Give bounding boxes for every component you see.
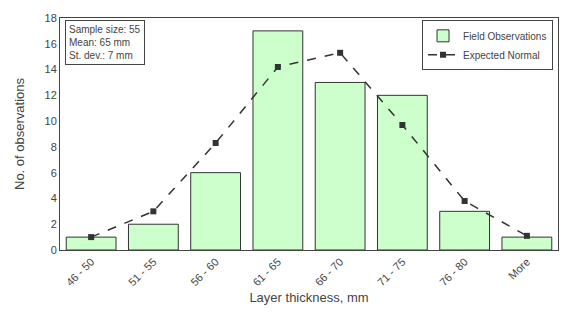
svg-text:Expected Normal: Expected Normal	[463, 50, 540, 61]
svg-text:56 - 60: 56 - 60	[188, 256, 221, 289]
svg-text:Layer thickness, mm: Layer thickness, mm	[249, 290, 368, 305]
svg-text:14: 14	[45, 63, 57, 75]
svg-text:0: 0	[51, 244, 57, 256]
svg-text:8: 8	[51, 141, 57, 153]
svg-text:51 - 55: 51 - 55	[126, 256, 159, 289]
svg-text:2: 2	[51, 218, 57, 230]
svg-text:46 - 50: 46 - 50	[64, 256, 97, 289]
svg-text:Field Observations: Field Observations	[463, 31, 546, 42]
svg-text:6: 6	[51, 167, 57, 179]
svg-text:More: More	[506, 256, 532, 282]
svg-text:61 - 65: 61 - 65	[250, 256, 283, 289]
svg-text:18: 18	[45, 12, 57, 24]
svg-text:71 - 75: 71 - 75	[375, 256, 408, 289]
svg-text:4: 4	[51, 192, 57, 204]
svg-text:66 - 70: 66 - 70	[313, 256, 346, 289]
svg-text:12: 12	[45, 89, 57, 101]
svg-text:10: 10	[45, 115, 57, 127]
svg-text:76 - 80: 76 - 80	[437, 256, 470, 289]
svg-text:16: 16	[45, 38, 57, 50]
svg-text:No. of observations: No. of observations	[12, 78, 27, 191]
svg-text:Sample size: 55Mean: 65 mmSt.: Sample size: 55Mean: 65 mmSt. dev.: 7 mm	[69, 24, 141, 61]
